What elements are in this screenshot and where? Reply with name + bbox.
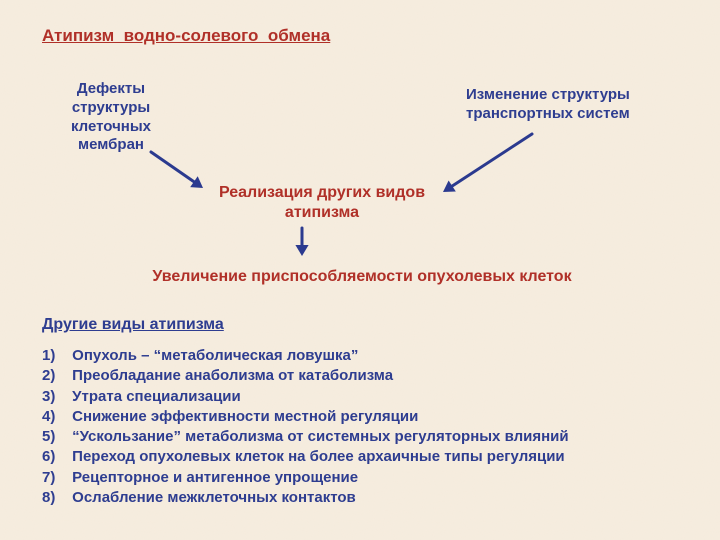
list-number: 5) <box>42 427 68 447</box>
list-item: 1) Опухоль – “метаболическая ловушка” <box>42 346 682 366</box>
list-number: 1) <box>42 346 68 366</box>
list-label: Преобладание анаболизма от катаболизма <box>68 367 393 384</box>
list-label: Рецепторное и антигенное упрощение <box>68 469 358 486</box>
list-number: 6) <box>42 447 68 467</box>
subsection-title: Другие виды атипизма <box>42 316 224 334</box>
cause-left-line2: структуры <box>72 99 150 116</box>
arrow-right <box>421 112 554 214</box>
list-item: 7) Рецепторное и антигенное упрощение <box>42 468 682 488</box>
list-number: 7) <box>42 468 68 488</box>
list-item: 4) Снижение эффективности местной регуля… <box>42 407 682 427</box>
list-number: 2) <box>42 366 68 386</box>
center-line1: Реализация других видов <box>219 184 425 201</box>
list-number: 4) <box>42 407 68 427</box>
list-label: Утрата специализации <box>68 388 241 405</box>
list-item: 3) Утрата специализации <box>42 387 682 407</box>
list-label: Переход опухолевых клеток на более архаи… <box>68 448 565 465</box>
list-label: “Ускользание” метаболизма от системных р… <box>68 428 569 445</box>
cause-left-line1: Дефекты <box>77 80 145 97</box>
list-label: Снижение эффективности местной регуляции <box>68 408 418 425</box>
list-item: 8) Ослабление межклеточных контактов <box>42 488 682 508</box>
list: 1) Опухоль – “метаболическая ловушка”2) … <box>42 346 682 508</box>
cause-right-line1: Изменение структуры <box>466 86 630 103</box>
result-accent: Увеличение приспособляемости опухолевых … <box>122 268 602 286</box>
list-item: 2) Преобладание анаболизма от катаболизм… <box>42 366 682 386</box>
arrow-left <box>129 130 225 210</box>
arrow-down <box>280 206 324 278</box>
slide: Атипизм водно-солевого обмена Дефекты ст… <box>0 0 720 540</box>
list-number: 8) <box>42 488 68 508</box>
list-number: 3) <box>42 387 68 407</box>
section-title: Атипизм водно-солевого обмена <box>42 26 330 46</box>
list-label: Ослабление межклеточных контактов <box>68 489 356 506</box>
list-label: Опухоль – “метаболическая ловушка” <box>68 347 358 364</box>
list-item: 5) “Ускользание” метаболизма от системны… <box>42 427 682 447</box>
list-item: 6) Переход опухолевых клеток на более ар… <box>42 447 682 467</box>
